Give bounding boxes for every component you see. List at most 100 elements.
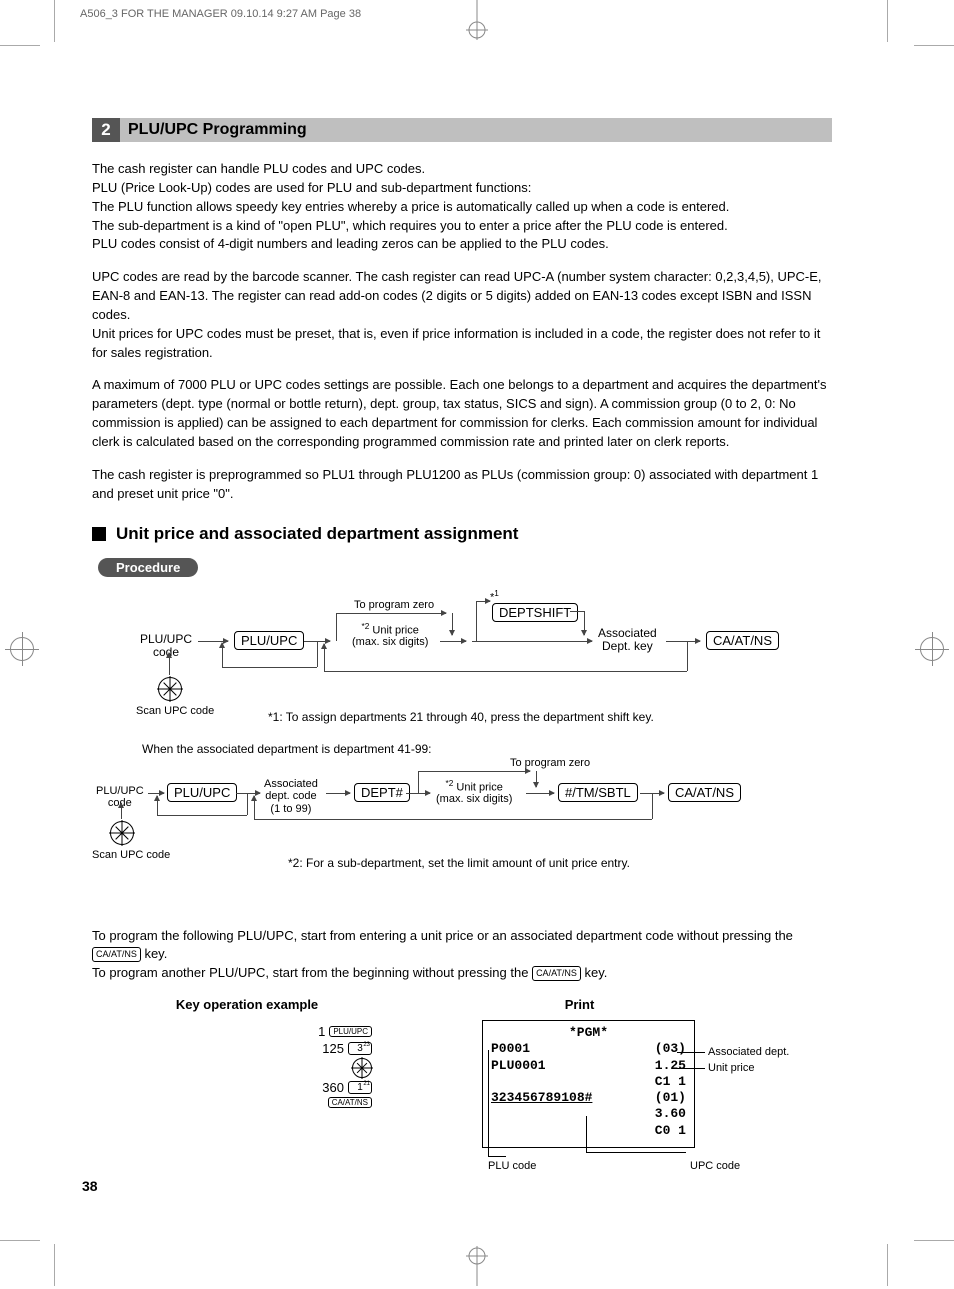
label-scan-upc: Scan UPC code [136,705,214,717]
example-key-ops: Key operation example 1 PLU/UPC 125 323 … [92,997,402,1148]
keycap: PLU/UPC [329,1026,372,1037]
key-tm-sbtl: #/TM/SBTL [558,783,638,802]
num: 125 [322,1041,344,1056]
bullet-icon [92,527,106,541]
paragraph: The cash register is preprogrammed so PL… [92,466,832,504]
callout-line [586,1116,587,1152]
text: To program the following PLU/UPC, start … [92,928,793,943]
note-41-99: When the associated department is depart… [142,743,432,756]
arrow-icon [536,771,537,787]
print-line: 323456789108#(01) [491,1090,686,1106]
arrow-icon [476,601,490,602]
note-to-program-zero: To program zero [354,599,434,611]
crop-mark [887,1244,888,1286]
text: PLU codes consist of 4-digit numbers and… [92,236,609,251]
num: 360 [322,1080,344,1095]
key-dept: DEPT# [354,783,410,802]
keycap: 121 [348,1081,372,1094]
scan-icon [110,821,134,845]
arrow-icon [336,613,446,614]
arrow-icon [526,793,554,794]
crop-mark [914,45,954,46]
label-assoc-dept-code: Associateddept. code(1 to 99) [264,778,318,816]
text: key. [581,965,608,980]
line [652,793,653,819]
line [687,641,688,671]
note-unit-price: *2 Unit price(max. six digits) [436,779,512,806]
note-to-program-zero: To program zero [510,757,590,769]
key-plu-upc: PLU/UPC [234,631,304,650]
crop-mark [54,1244,55,1286]
line [476,601,477,641]
line [222,667,317,668]
paragraph: The cash register can handle PLU codes a… [92,160,832,254]
text: The PLU function allows speedy key entri… [92,199,729,214]
line [157,815,247,816]
keycap: CA/AT/NS [328,1097,372,1108]
registration-mark-icon [10,637,34,661]
line [254,819,652,820]
text: A maximum of 7000 PLU or UPC codes setti… [92,377,827,449]
print-receipt: *PGM* P0001(03) PLU00011.25 C1 1 3234567… [482,1020,695,1148]
print-line: C0 1 [491,1123,686,1139]
flow-diagram-2: To program zero PLU/UPCcode PLU/UPC Asso… [92,763,832,913]
note-unit-price: *2 Unit price(max. six digits) [352,622,428,649]
callout-line [488,1156,506,1157]
line [570,611,584,612]
text: The cash register can handle PLU codes a… [92,161,425,176]
callout-upc-code: UPC code [690,1160,740,1172]
scan-icon [158,677,182,701]
arrow-icon [666,641,700,642]
crop-mark [914,1240,954,1241]
registration-mark-icon [462,1244,492,1286]
arrow-icon [472,641,592,642]
crop-mark [887,0,888,42]
line [317,641,318,667]
footnote-2: *2: For a sub-department, set the limit … [288,857,630,870]
text: key. [141,946,168,961]
callout-line [488,1050,489,1156]
callout-unit-price: Unit price [708,1062,754,1074]
arrow-icon [324,644,325,671]
text: To program another PLU/UPC, start from t… [92,965,532,980]
arrow-icon [254,796,255,819]
line [418,771,419,793]
inline-key: CA/AT/NS [532,966,581,981]
crop-mark [0,45,40,46]
print-line: C1 1 [491,1074,686,1090]
arrow-icon [148,793,164,794]
arrow-icon [121,803,122,819]
text: UPC codes are read by the barcode scanne… [92,269,822,322]
page-meta: A506_3 FOR THE MANAGER 09.10.14 9:27 AM … [80,8,361,20]
text: Unit prices for UPC codes must be preset… [92,326,820,360]
content: 2 PLU/UPC Programming The cash register … [92,118,832,1148]
line [324,671,687,672]
arrow-icon [157,796,158,815]
registration-mark-icon [462,0,492,42]
footnote-1: *1: To assign departments 21 through 40,… [268,711,654,724]
paragraph: To program the following PLU/UPC, start … [92,927,832,984]
arrow-icon [440,641,466,642]
arrow-icon [406,793,430,794]
inline-key: CA/AT/NS [92,947,141,962]
example-header-left: Key operation example [92,997,402,1012]
subsection-title: Unit price and associated department ass… [116,524,518,544]
example-row-3: 360 121 [192,1080,372,1095]
section-number: 2 [92,118,120,142]
print-line: *PGM* [491,1025,686,1041]
callout-line [677,1052,705,1053]
text: PLU (Price Look-Up) codes are used for P… [92,180,531,195]
section-header: 2 PLU/UPC Programming [92,118,832,142]
key-plu-upc: PLU/UPC [167,783,237,802]
print-line: PLU00011.25 [491,1058,686,1074]
arrow-icon [584,611,585,635]
page: A506_3 FOR THE MANAGER 09.10.14 9:27 AM … [0,0,954,1286]
example-header-right: Print [482,997,677,1012]
print-line: P0001(03) [491,1041,686,1057]
callout-assoc-dept: Associated dept. [708,1046,789,1058]
label-scan-upc: Scan UPC code [92,849,170,861]
section-title: PLU/UPC Programming [120,118,832,142]
label-assoc-dept: AssociatedDept. key [598,627,657,655]
procedure-pill: Procedure [98,558,198,577]
text: The cash register is preprogrammed so PL… [92,467,818,501]
